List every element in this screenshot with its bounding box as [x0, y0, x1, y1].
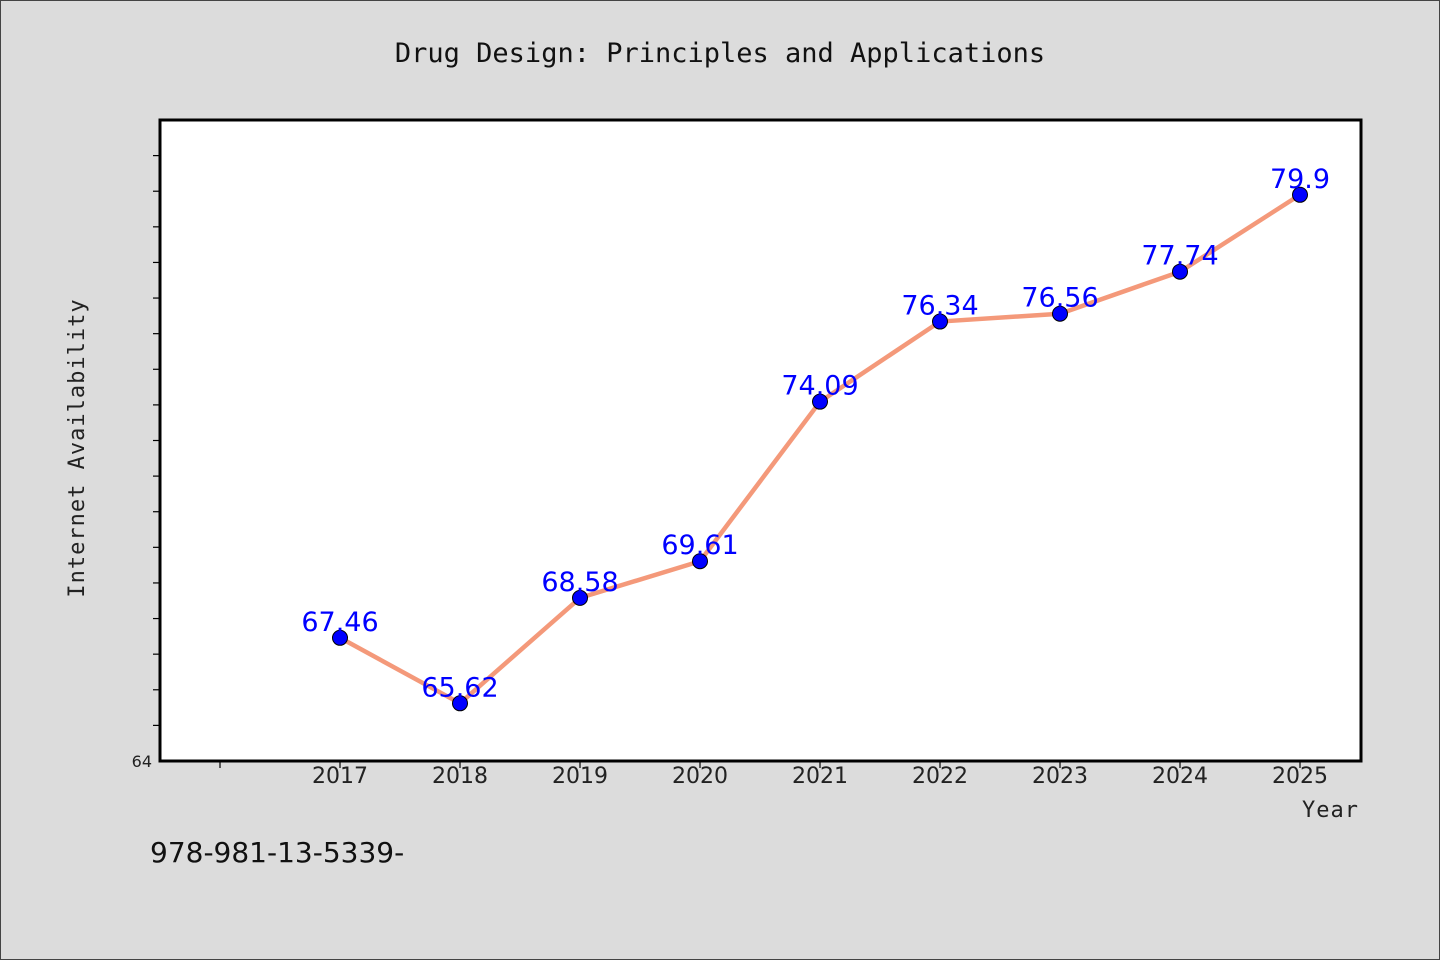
- data-point-marker: [332, 629, 348, 646]
- x-tick-label: 2024: [1152, 764, 1208, 789]
- data-point-marker: [452, 695, 468, 712]
- data-point-marker: [1172, 263, 1188, 280]
- data-point-label: 69.61: [661, 530, 738, 561]
- data-point-marker: [812, 393, 828, 410]
- data-point-label: 79.9: [1270, 164, 1330, 195]
- data-point-marker: [1052, 305, 1068, 322]
- x-tick-label: 2022: [912, 764, 968, 789]
- data-point-label: 77.74: [1141, 241, 1218, 272]
- data-point-label: 67.46: [301, 607, 378, 638]
- data-point-label: 76.56: [1021, 283, 1098, 314]
- y-tick-label: 64: [132, 752, 152, 771]
- y-axis-label: Internet Availability: [65, 298, 90, 597]
- x-tick-label: 2018: [432, 764, 488, 789]
- footnote-isbn: 978-981-13-5339-: [150, 836, 404, 869]
- data-point-marker: [572, 589, 588, 606]
- x-tick-label: 2023: [1032, 764, 1088, 789]
- data-point-label: 74.09: [781, 371, 858, 402]
- plot-area: [158, 118, 1363, 763]
- x-tick-label: 2025: [1272, 764, 1328, 789]
- data-point-marker: [1292, 186, 1308, 203]
- x-tick-label: 2021: [792, 764, 848, 789]
- data-point-label: 65.62: [421, 672, 498, 703]
- chart-title: Drug Design: Principles and Applications: [395, 38, 1045, 69]
- data-point-marker: [932, 313, 948, 330]
- data-point-label: 68.58: [541, 567, 618, 598]
- x-tick-label: 2017: [312, 764, 368, 789]
- axis-ticks: 2017 2018 2019 2020 2021 2022 2023 2024 2025: [153, 155, 1328, 789]
- x-tick-label: 2020: [672, 764, 728, 789]
- data-marks-layer: 67.46 65.62 68.58 69.61 74.09 76.34 76.56 77.74…: [301, 164, 1330, 712]
- x-axis-label: Year: [1302, 798, 1359, 823]
- data-point-marker: [692, 553, 708, 570]
- x-tick-label: 2019: [552, 764, 608, 789]
- data-point-label: 76.34: [901, 291, 978, 322]
